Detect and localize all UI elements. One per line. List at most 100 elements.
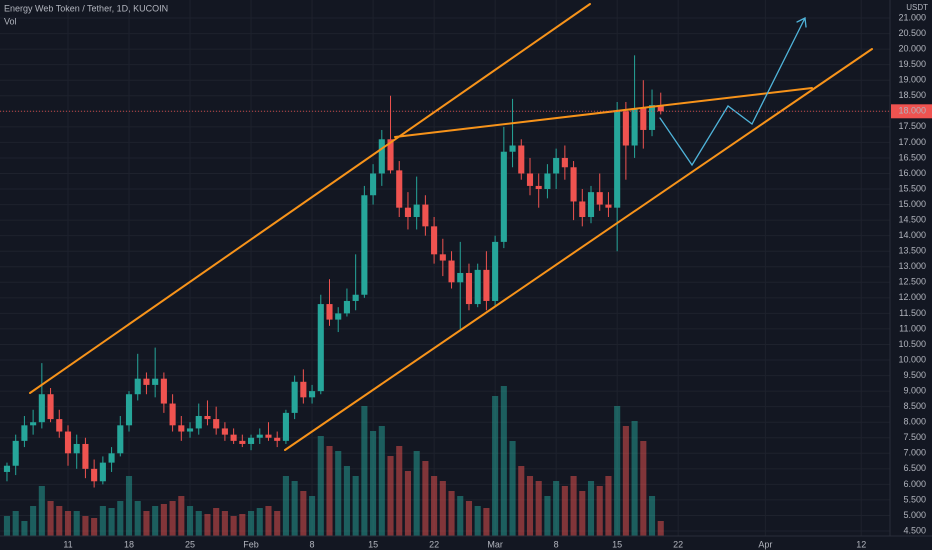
volume-bar xyxy=(335,451,342,536)
volume-bar xyxy=(396,446,403,536)
candle-body xyxy=(108,453,115,463)
volume-bar xyxy=(352,476,359,536)
volume-bar xyxy=(30,506,37,536)
candle-body xyxy=(361,195,368,295)
volume-bar xyxy=(483,508,490,536)
volume-bar xyxy=(378,426,385,536)
y-tick-label: 11.000 xyxy=(899,323,926,333)
volume-bar xyxy=(230,516,237,536)
candle-body xyxy=(343,300,350,314)
candle-body xyxy=(570,167,577,202)
y-tick-label: 7.500 xyxy=(903,432,926,442)
volume-bar xyxy=(404,471,412,536)
trend-line xyxy=(284,48,873,451)
x-tick-label: 8 xyxy=(554,539,559,549)
volume-bar xyxy=(47,501,54,536)
chart-title: Energy Web Token / Tether, 1D, KUCOIN xyxy=(4,3,168,13)
candle-body xyxy=(300,381,307,398)
candle-body xyxy=(465,272,473,305)
y-tick-label: 20.500 xyxy=(898,28,926,38)
volume-bar xyxy=(387,456,394,536)
candle-body xyxy=(3,465,11,472)
candle-body xyxy=(474,269,481,305)
volume-bar xyxy=(195,511,202,536)
candle-body xyxy=(657,105,664,112)
y-tick-label: 4.500 xyxy=(903,525,926,535)
y-tick-label: 9.500 xyxy=(903,370,926,380)
candle-body xyxy=(518,145,525,174)
y-tick-label: 21.000 xyxy=(898,12,926,22)
volume-bar xyxy=(587,481,595,536)
volume-bar xyxy=(300,491,307,536)
volume-bar xyxy=(579,491,586,536)
last-price-marker xyxy=(891,104,932,119)
y-tick-label: 7.000 xyxy=(903,448,926,458)
candle-body xyxy=(500,151,507,242)
y-tick-label: 15.500 xyxy=(898,183,926,193)
x-tick-label: Apr xyxy=(758,539,772,549)
trend-line xyxy=(394,87,813,138)
y-tick-label: 13.000 xyxy=(898,261,926,271)
volume-bar xyxy=(82,516,89,536)
candle-body xyxy=(239,440,246,444)
volume-bar xyxy=(274,511,281,536)
volume-bar xyxy=(561,486,568,536)
candle-body xyxy=(387,139,394,171)
candle-body xyxy=(526,173,534,186)
volume-bar xyxy=(3,516,11,536)
drawings xyxy=(29,3,873,451)
candle-body xyxy=(553,157,560,174)
volume-bar xyxy=(370,431,377,536)
candle-body xyxy=(404,207,412,218)
candle-body xyxy=(561,157,568,168)
candle-body xyxy=(631,108,638,146)
volume-bar xyxy=(99,506,106,536)
y-tick-label: 6.000 xyxy=(903,479,926,489)
candle-body xyxy=(64,431,72,454)
y-tick-label: 8.500 xyxy=(903,401,926,411)
volume-bar xyxy=(570,476,577,536)
candle-body xyxy=(326,304,333,320)
volume-bar xyxy=(605,476,612,536)
y-tick-label: 13.500 xyxy=(898,246,926,256)
x-tick-label: 25 xyxy=(185,539,195,549)
candle-body xyxy=(614,111,621,208)
axes: 4.500 5.000 5.500 6.000 6.500 7.000 7.500 8.000… xyxy=(63,12,926,549)
volume-bar xyxy=(553,481,560,536)
volume-bar xyxy=(221,511,228,536)
candle-body xyxy=(352,294,359,301)
volume-bar xyxy=(134,501,141,536)
candle-body xyxy=(274,437,281,441)
candle-body xyxy=(492,241,499,301)
candle-body xyxy=(99,462,106,482)
y-tick-label: 18.000 xyxy=(898,106,926,116)
candle-body xyxy=(47,394,54,420)
volume-bar xyxy=(108,508,115,536)
candle-body xyxy=(12,440,19,466)
candle-body xyxy=(309,391,316,398)
candle-body xyxy=(21,425,28,441)
volume-bar xyxy=(186,506,194,536)
volume-bar xyxy=(622,426,629,536)
volume-bar xyxy=(117,501,124,536)
candle-body xyxy=(291,381,298,413)
candle-body xyxy=(413,204,420,218)
volume-label: Vol xyxy=(4,16,17,26)
volume-bar xyxy=(640,441,647,536)
candle-body xyxy=(30,422,37,426)
candle-body xyxy=(622,111,629,146)
candles xyxy=(3,55,664,488)
candle-body xyxy=(422,204,429,227)
candle-body xyxy=(335,313,342,320)
volume-bar xyxy=(160,504,167,536)
candle-body xyxy=(265,434,272,438)
volume-bar xyxy=(596,486,603,536)
candle-body xyxy=(143,378,150,385)
y-tick-label: 10.000 xyxy=(898,354,926,364)
volume-bar xyxy=(518,466,525,536)
candle-body xyxy=(195,415,202,429)
projection-path xyxy=(659,17,806,167)
y-tick-label: 10.500 xyxy=(898,339,926,349)
volume-bar xyxy=(256,508,263,536)
